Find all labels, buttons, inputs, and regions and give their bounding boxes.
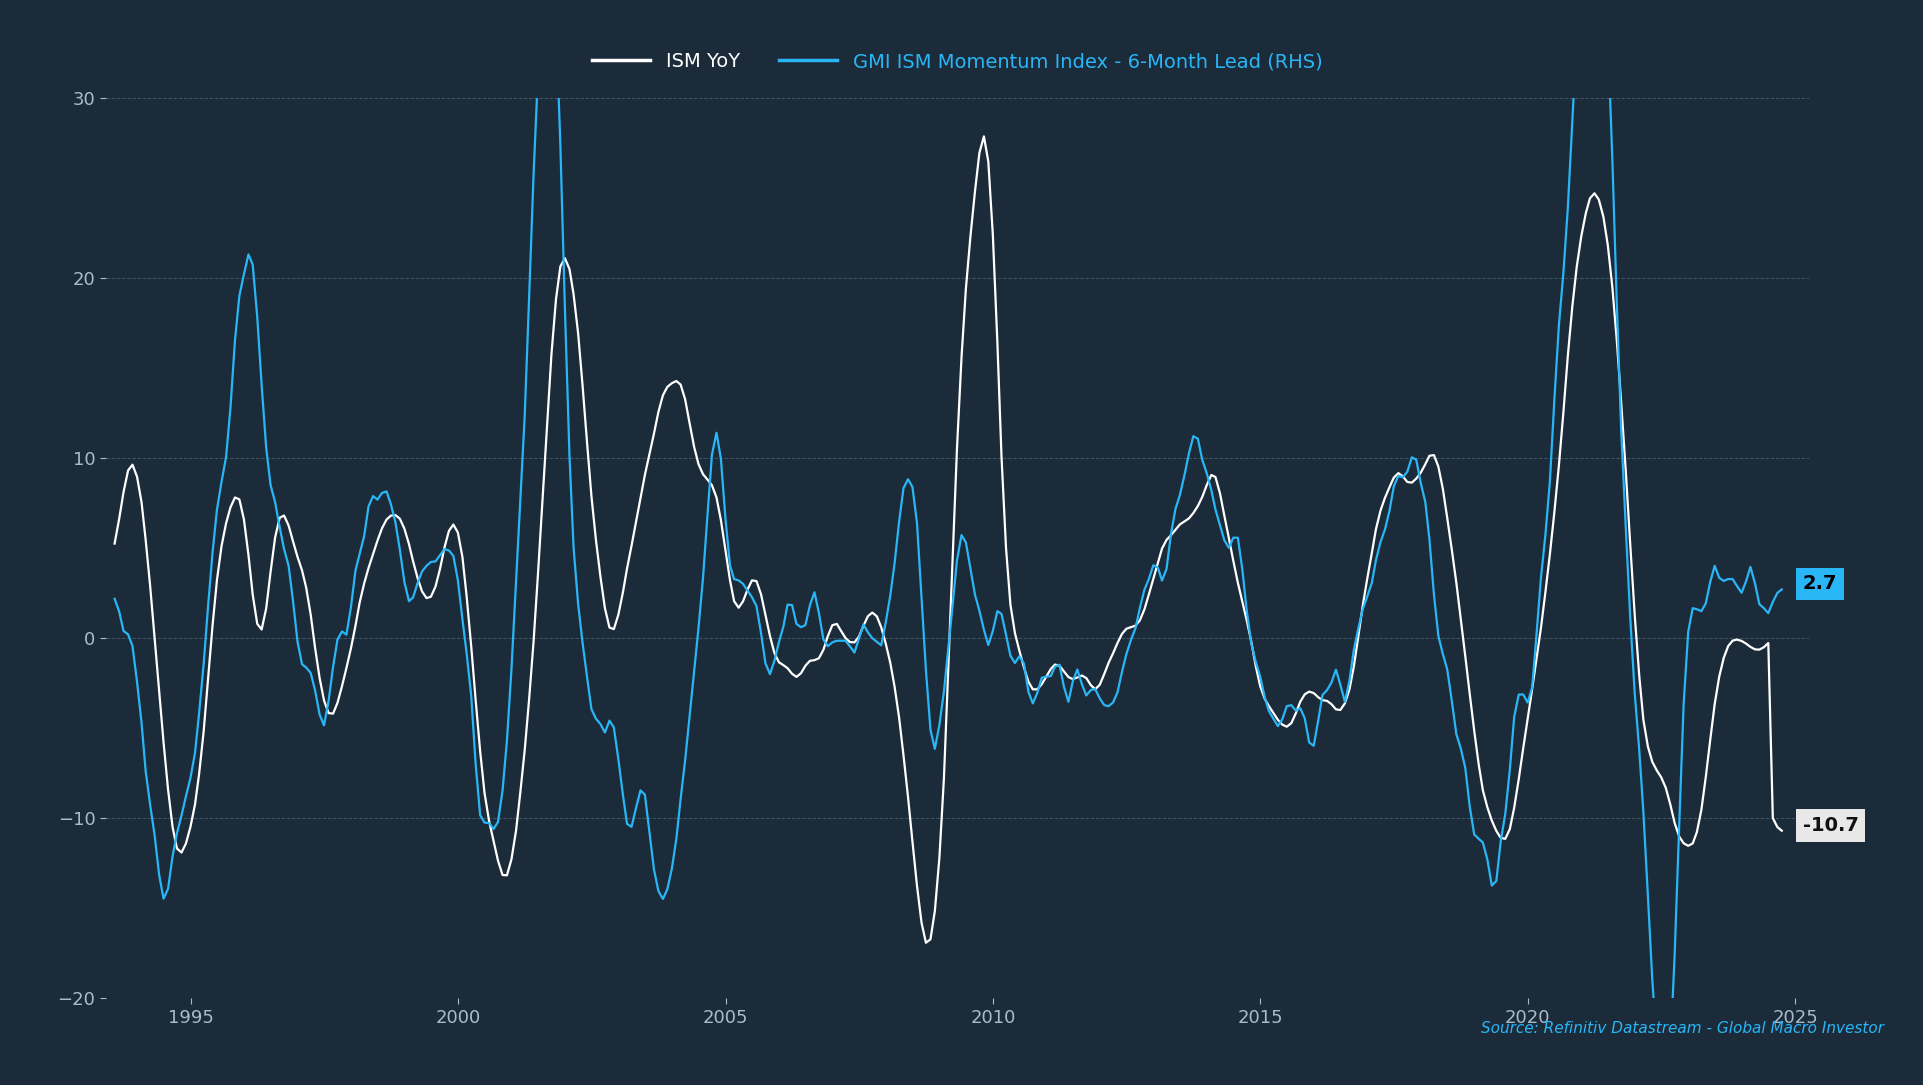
Line: ISM YoY: ISM YoY [115,137,1781,943]
Text: Source: Refinitiv Datastream - Global Macro Investor: Source: Refinitiv Datastream - Global Ma… [1481,1021,1883,1036]
Text: 2.7: 2.7 [1802,574,1836,593]
Legend: ISM YoY, GMI ISM Momentum Index - 6-Month Lead (RHS): ISM YoY, GMI ISM Momentum Index - 6-Mont… [585,44,1329,79]
Line: GMI ISM Momentum Index - 6-Month Lead (RHS): GMI ISM Momentum Index - 6-Month Lead (R… [115,0,1781,1085]
Text: -10.7: -10.7 [1802,816,1858,834]
